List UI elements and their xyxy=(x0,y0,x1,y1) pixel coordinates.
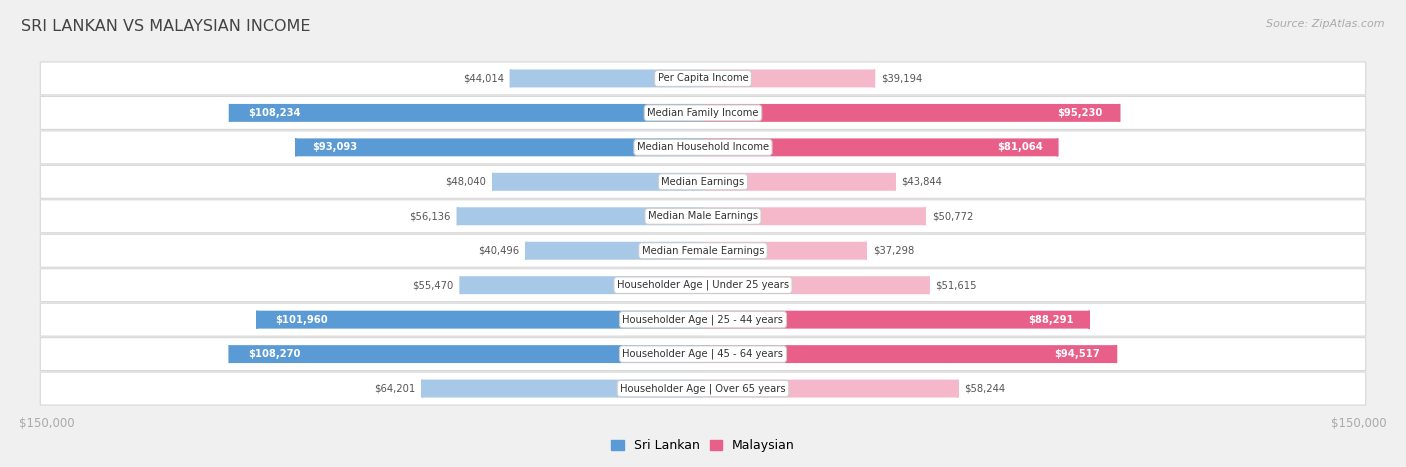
FancyBboxPatch shape xyxy=(41,200,1365,233)
FancyBboxPatch shape xyxy=(703,276,929,294)
FancyBboxPatch shape xyxy=(703,242,866,260)
Text: $94,517: $94,517 xyxy=(1054,349,1099,359)
Text: $95,230: $95,230 xyxy=(1057,108,1102,118)
FancyBboxPatch shape xyxy=(703,380,957,397)
Text: Median Family Income: Median Family Income xyxy=(647,108,759,118)
Text: $64,201: $64,201 xyxy=(374,383,416,394)
FancyBboxPatch shape xyxy=(703,311,1090,329)
Text: Householder Age | Over 65 years: Householder Age | Over 65 years xyxy=(620,383,786,394)
Text: Median Female Earnings: Median Female Earnings xyxy=(641,246,765,256)
FancyBboxPatch shape xyxy=(41,269,1365,302)
FancyBboxPatch shape xyxy=(41,338,1365,371)
Text: $108,270: $108,270 xyxy=(249,349,301,359)
FancyBboxPatch shape xyxy=(41,303,1365,336)
Text: Householder Age | 25 - 44 years: Householder Age | 25 - 44 years xyxy=(623,314,783,325)
FancyBboxPatch shape xyxy=(457,207,703,225)
Text: Median Male Earnings: Median Male Earnings xyxy=(648,211,758,221)
FancyBboxPatch shape xyxy=(41,131,1365,164)
Text: $88,291: $88,291 xyxy=(1028,315,1074,325)
Text: $44,014: $44,014 xyxy=(463,73,503,84)
FancyBboxPatch shape xyxy=(526,242,703,260)
FancyBboxPatch shape xyxy=(460,276,703,294)
FancyBboxPatch shape xyxy=(257,311,703,329)
Text: $40,496: $40,496 xyxy=(478,246,519,256)
Text: SRI LANKAN VS MALAYSIAN INCOME: SRI LANKAN VS MALAYSIAN INCOME xyxy=(21,19,311,34)
Text: $37,298: $37,298 xyxy=(873,246,914,256)
Text: $108,234: $108,234 xyxy=(249,108,301,118)
Text: $43,844: $43,844 xyxy=(901,177,942,187)
Text: $58,244: $58,244 xyxy=(965,383,1005,394)
FancyBboxPatch shape xyxy=(703,345,1116,363)
FancyBboxPatch shape xyxy=(703,138,1057,156)
Text: Median Earnings: Median Earnings xyxy=(661,177,745,187)
Text: Source: ZipAtlas.com: Source: ZipAtlas.com xyxy=(1267,19,1385,28)
FancyBboxPatch shape xyxy=(703,173,894,191)
Text: $55,470: $55,470 xyxy=(412,280,454,290)
FancyBboxPatch shape xyxy=(703,207,925,225)
Legend: Sri Lankan, Malaysian: Sri Lankan, Malaysian xyxy=(606,434,800,457)
Text: Householder Age | Under 25 years: Householder Age | Under 25 years xyxy=(617,280,789,290)
Text: $39,194: $39,194 xyxy=(882,73,922,84)
FancyBboxPatch shape xyxy=(494,173,703,191)
FancyBboxPatch shape xyxy=(41,62,1365,95)
Text: $48,040: $48,040 xyxy=(446,177,486,187)
Text: Median Household Income: Median Household Income xyxy=(637,142,769,152)
FancyBboxPatch shape xyxy=(41,96,1365,129)
Text: $51,615: $51,615 xyxy=(935,280,977,290)
Text: Per Capita Income: Per Capita Income xyxy=(658,73,748,84)
FancyBboxPatch shape xyxy=(41,372,1365,405)
FancyBboxPatch shape xyxy=(41,234,1365,267)
FancyBboxPatch shape xyxy=(422,380,703,397)
Text: $50,772: $50,772 xyxy=(932,211,973,221)
Text: Householder Age | 45 - 64 years: Householder Age | 45 - 64 years xyxy=(623,349,783,359)
FancyBboxPatch shape xyxy=(229,104,703,122)
FancyBboxPatch shape xyxy=(41,165,1365,198)
FancyBboxPatch shape xyxy=(229,345,703,363)
Text: $56,136: $56,136 xyxy=(409,211,451,221)
FancyBboxPatch shape xyxy=(295,138,703,156)
FancyBboxPatch shape xyxy=(703,104,1119,122)
Text: $101,960: $101,960 xyxy=(274,315,328,325)
FancyBboxPatch shape xyxy=(510,70,703,87)
Text: $93,093: $93,093 xyxy=(312,142,357,152)
Text: $81,064: $81,064 xyxy=(997,142,1043,152)
FancyBboxPatch shape xyxy=(703,70,875,87)
